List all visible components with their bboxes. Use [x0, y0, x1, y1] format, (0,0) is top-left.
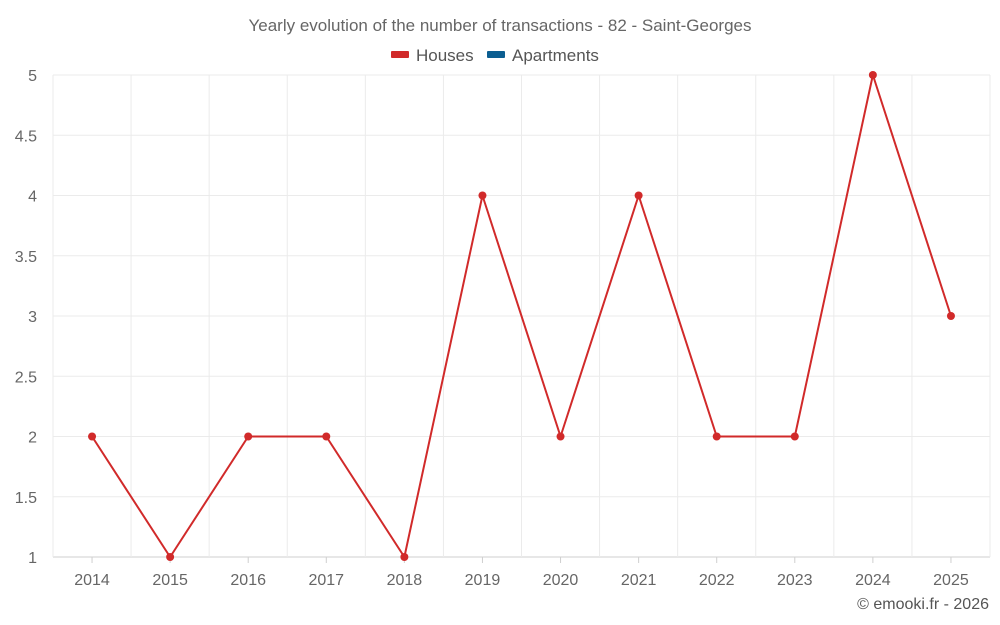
- data-point-houses[interactable]: [478, 191, 487, 200]
- legend-label-apartments: Apartments: [512, 46, 599, 65]
- data-point-houses[interactable]: [244, 432, 253, 441]
- data-point-houses[interactable]: [400, 553, 409, 561]
- x-tick-label: 2021: [621, 572, 657, 589]
- x-tick-label: 2018: [387, 572, 423, 589]
- credit-text: © emooki.fr - 2026: [857, 596, 989, 613]
- y-tick-label: 4: [28, 189, 37, 206]
- y-axis-ticks: 1 1.5 2 2.5 3 3.5 4 4.5 5: [15, 68, 37, 567]
- data-point-houses[interactable]: [868, 71, 877, 79]
- chart-title: Yearly evolution of the number of transa…: [248, 16, 751, 35]
- legend-item-houses[interactable]: Houses: [391, 46, 474, 65]
- y-tick-label: 5: [28, 68, 37, 85]
- data-point-houses[interactable]: [712, 432, 721, 441]
- data-point-houses[interactable]: [88, 432, 97, 441]
- data-point-houses[interactable]: [946, 312, 955, 320]
- x-tick-label: 2024: [855, 572, 891, 589]
- x-axis-ticks: 2014 2015 2016 2017 2018 2019 2020 2021 2022 2023…: [74, 557, 969, 589]
- x-tick-label: 2023: [777, 572, 813, 589]
- x-tick-label: 2015: [152, 572, 188, 589]
- x-tick-label: 2022: [699, 572, 735, 589]
- x-tick-label: 2017: [308, 572, 344, 589]
- data-point-houses[interactable]: [634, 191, 643, 200]
- legend-item-apartments[interactable]: Apartments: [487, 46, 599, 65]
- y-tick-label: 1.5: [15, 490, 37, 507]
- y-tick-label: 3: [28, 309, 37, 326]
- series-line-houses: [91, 74, 952, 558]
- x-tick-label: 2016: [230, 572, 266, 589]
- data-point-houses[interactable]: [790, 432, 799, 441]
- series-houses: [88, 71, 955, 561]
- legend: Houses Apartments: [391, 46, 599, 65]
- data-point-houses[interactable]: [322, 432, 331, 441]
- data-point-houses[interactable]: [556, 432, 565, 441]
- y-tick-label: 2: [28, 430, 37, 447]
- x-tick-label: 2014: [74, 572, 110, 589]
- y-tick-label: 3.5: [15, 249, 37, 266]
- y-tick-label: 2.5: [15, 369, 37, 386]
- legend-swatch-apartments: [487, 51, 505, 58]
- x-tick-label: 2025: [933, 572, 969, 589]
- y-tick-label: 4.5: [15, 128, 37, 145]
- data-point-houses[interactable]: [166, 553, 175, 561]
- y-tick-label: 1: [28, 550, 37, 567]
- legend-swatch-houses: [391, 51, 409, 58]
- x-tick-label: 2019: [465, 572, 501, 589]
- legend-label-houses: Houses: [416, 46, 474, 65]
- x-tick-label: 2020: [543, 572, 579, 589]
